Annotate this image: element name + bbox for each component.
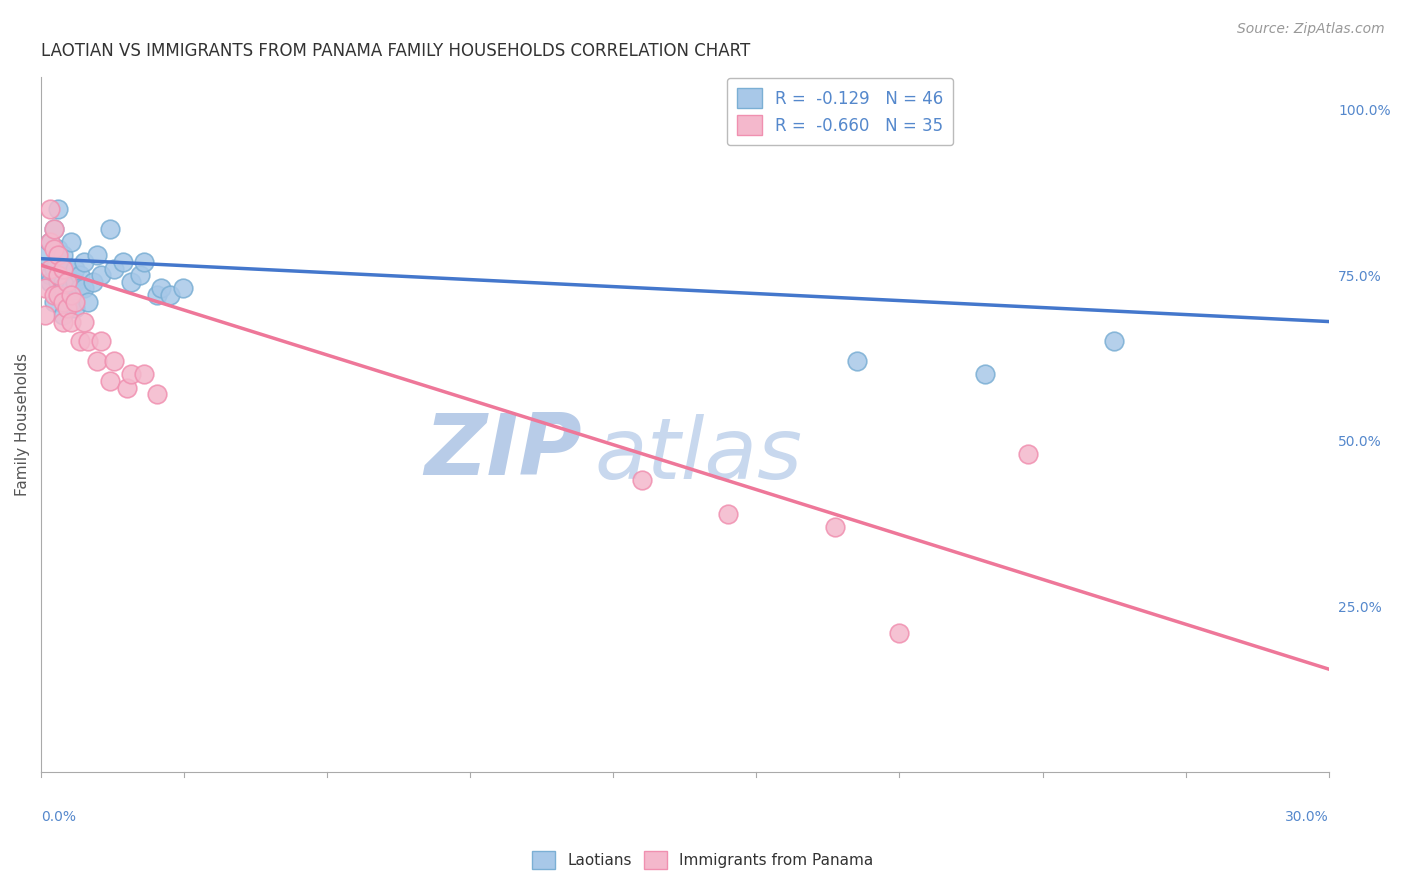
Point [38,275,60,289]
Point [38,235,60,249]
Point [69,334,91,349]
Point [98,374,121,388]
Point [90,268,112,283]
Point [73,281,96,295]
Point [56,261,79,276]
Point [69,281,91,295]
Point [46,275,69,289]
Point [98,222,121,236]
Point [65,275,87,289]
Point [52,261,75,276]
Point [1017,447,1039,461]
Point [69,268,91,283]
Point [172,281,194,295]
Point [52,314,75,328]
Point [34,248,56,262]
Point [103,354,125,368]
Point [77,294,100,309]
Point [146,387,169,401]
Point [38,261,60,276]
Point [42,261,65,276]
Point [56,275,79,289]
Point [631,474,654,488]
Legend: Laotians, Immigrants from Panama: Laotians, Immigrants from Panama [526,845,880,875]
Point [845,354,868,368]
Point [73,314,96,328]
Point [82,275,104,289]
Point [42,294,65,309]
Point [42,222,65,236]
Text: 0.0%: 0.0% [41,810,76,824]
Point [128,268,150,283]
Point [38,235,60,249]
Point [889,625,911,640]
Text: atlas: atlas [595,414,803,497]
Point [974,368,997,382]
Point [132,255,155,269]
Point [46,288,69,302]
Point [111,255,134,269]
Point [46,242,69,256]
Point [159,288,181,302]
Point [120,275,142,289]
Point [56,301,79,316]
Point [65,294,87,309]
Y-axis label: Family Households: Family Households [15,352,30,496]
Point [56,288,79,302]
Point [56,294,79,309]
Point [60,314,83,328]
Point [115,381,138,395]
Point [46,248,69,262]
Point [46,202,69,216]
Text: 30.0%: 30.0% [1285,810,1329,824]
Point [42,222,65,236]
Point [42,242,65,256]
Point [717,507,740,521]
Legend: R =  -0.129   N = 46, R =  -0.660   N = 35: R = -0.129 N = 46, R = -0.660 N = 35 [727,78,953,145]
Point [46,268,69,283]
Point [120,368,142,382]
Point [38,268,60,283]
Point [86,354,108,368]
Point [52,275,75,289]
Point [56,261,79,276]
Point [65,301,87,316]
Point [60,288,83,302]
Point [52,308,75,322]
Point [103,261,125,276]
Point [46,288,69,302]
Point [34,281,56,295]
Point [65,261,87,276]
Point [132,368,155,382]
Point [73,255,96,269]
Point [77,334,100,349]
Point [52,248,75,262]
Point [52,281,75,295]
Point [38,202,60,216]
Point [146,288,169,302]
Point [52,294,75,309]
Text: Source: ZipAtlas.com: Source: ZipAtlas.com [1237,22,1385,37]
Point [60,294,83,309]
Point [60,235,83,249]
Point [34,308,56,322]
Point [42,288,65,302]
Point [150,281,173,295]
Point [824,520,846,534]
Text: LAOTIAN VS IMMIGRANTS FROM PANAMA FAMILY HOUSEHOLDS CORRELATION CHART: LAOTIAN VS IMMIGRANTS FROM PANAMA FAMILY… [41,42,751,60]
Point [86,248,108,262]
Text: ZIP: ZIP [425,410,582,493]
Point [60,281,83,295]
Point [90,334,112,349]
Point [1102,334,1125,349]
